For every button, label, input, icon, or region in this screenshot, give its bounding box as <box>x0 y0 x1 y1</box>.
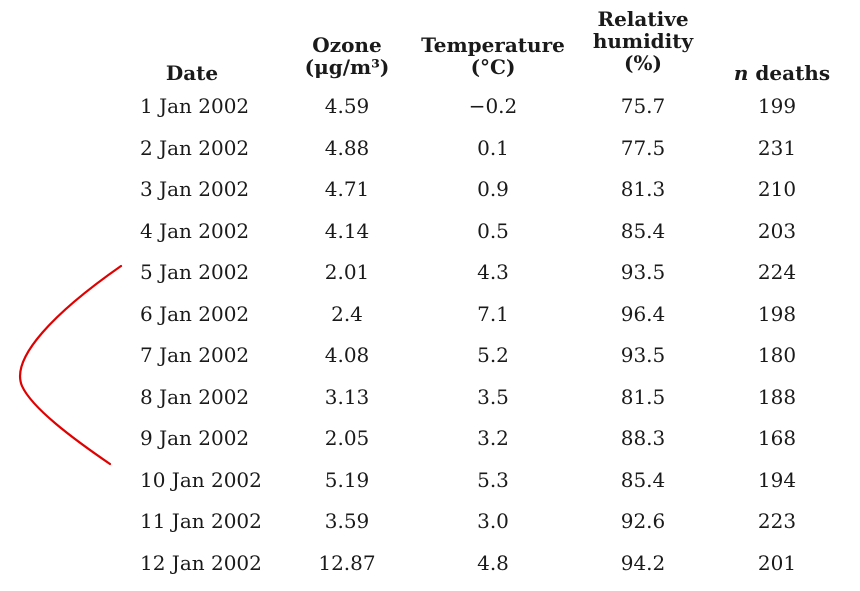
cell-deaths: 224 <box>757 260 797 284</box>
cell-temperature: 0.5 <box>477 218 509 243</box>
cell-deaths: 210 <box>757 177 797 201</box>
cell-deaths: 168 <box>757 426 797 450</box>
header-deaths-line: n deaths <box>722 62 842 84</box>
header-temperature-line: Temperature <box>421 33 565 57</box>
cell-ozone: 3.59 <box>324 509 370 533</box>
table-row: 5 Jan 2002 2.01 4.3 93.5 224 <box>122 252 842 292</box>
header-humidity-line-2: humidity <box>592 29 694 53</box>
cell-date: 7 Jan 2002 <box>140 343 250 367</box>
cell-deaths: 198 <box>757 301 797 326</box>
header-ozone-unit: (μg/m³) <box>304 55 390 79</box>
cell-date: 3 Jan 2002 <box>140 177 250 201</box>
cell-date: 11 Jan 2002 <box>140 509 262 533</box>
cell-ozone: 12.87 <box>318 550 376 575</box>
cell-temperature: 5.3 <box>477 467 509 492</box>
table-row: 7 Jan 2002 4.08 5.2 93.5 180 <box>122 335 842 375</box>
table-row: 4 Jan 2002 4.14 0.5 85.4 203 <box>122 211 842 251</box>
cell-date: 9 Jan 2002 <box>140 426 250 450</box>
cell-date: 10 Jan 2002 <box>140 467 262 492</box>
header-ozone: Ozone (μg/m³) <box>292 34 402 78</box>
header-humidity-line-1: Relative <box>597 7 689 31</box>
cell-humidity: 85.4 <box>620 218 666 243</box>
cell-ozone: 4.14 <box>324 218 370 243</box>
cell-ozone: 4.08 <box>324 343 370 367</box>
header-deaths-n: n <box>733 61 749 85</box>
header-ozone-line: Ozone <box>312 33 382 57</box>
cell-deaths: 194 <box>757 467 797 492</box>
cell-deaths: 180 <box>757 343 797 367</box>
cell-deaths: 201 <box>757 550 797 575</box>
cell-humidity: 92.6 <box>620 509 666 533</box>
cell-humidity: 94.2 <box>620 550 666 575</box>
cell-date: 1 Jan 2002 <box>140 94 250 118</box>
cell-humidity: 88.3 <box>620 426 666 450</box>
table-row: 11 Jan 2002 3.59 3.0 92.6 223 <box>122 501 842 541</box>
cell-ozone: 4.59 <box>324 94 370 118</box>
header-date: Date <box>142 62 242 84</box>
cell-deaths: 203 <box>757 218 797 243</box>
cell-ozone: 5.19 <box>324 467 370 492</box>
table-row: 6 Jan 2002 2.4 7.1 96.4 198 <box>122 294 842 334</box>
cell-date: 5 Jan 2002 <box>140 260 250 284</box>
cell-temperature: 4.8 <box>477 550 509 575</box>
cell-ozone: 4.71 <box>324 177 370 201</box>
cell-temperature: 7.1 <box>477 301 509 326</box>
header-humidity-unit: (%) <box>624 51 662 75</box>
cell-humidity: 75.7 <box>620 94 666 118</box>
cell-temperature: 4.3 <box>477 260 509 284</box>
cell-deaths: 223 <box>757 509 797 533</box>
cell-date: 4 Jan 2002 <box>140 218 250 243</box>
table-row: 10 Jan 2002 5.19 5.3 85.4 194 <box>122 460 842 500</box>
cell-ozone: 2.4 <box>331 301 363 326</box>
cell-deaths: 199 <box>757 94 797 118</box>
cell-ozone: 3.13 <box>324 384 370 409</box>
cell-humidity: 81.5 <box>620 384 666 409</box>
cell-temperature: 3.0 <box>477 509 509 533</box>
table-row: 12 Jan 2002 12.87 4.8 94.2 201 <box>122 543 842 583</box>
header-humidity: Relative humidity (%) <box>578 8 708 74</box>
cell-date: 12 Jan 2002 <box>140 550 262 575</box>
cell-date: 8 Jan 2002 <box>140 384 250 409</box>
header-temperature: Temperature (°C) <box>408 34 578 78</box>
table-row: 1 Jan 2002 4.59 −0.2 75.7 199 <box>122 86 842 126</box>
cell-temperature: 3.5 <box>477 384 509 409</box>
cell-date: 2 Jan 2002 <box>140 135 250 160</box>
cell-ozone: 2.01 <box>324 260 370 284</box>
cell-humidity: 93.5 <box>620 343 666 367</box>
header-date-line: Date <box>165 61 219 85</box>
cell-humidity: 81.3 <box>620 177 666 201</box>
cell-humidity: 77.5 <box>620 135 666 160</box>
cell-temperature: 3.2 <box>477 426 509 450</box>
cell-temperature: −0.2 <box>468 94 518 118</box>
bracket-curve <box>19 264 123 466</box>
header-temperature-unit: (°C) <box>470 55 516 79</box>
cell-temperature: 0.9 <box>477 177 509 201</box>
cell-humidity: 93.5 <box>620 260 666 284</box>
table-row: 3 Jan 2002 4.71 0.9 81.3 210 <box>122 169 842 209</box>
cell-ozone: 2.05 <box>324 426 370 450</box>
header-deaths-label: deaths <box>748 61 831 85</box>
cell-humidity: 96.4 <box>620 301 666 326</box>
table-row: 9 Jan 2002 2.05 3.2 88.3 168 <box>122 418 842 458</box>
table-row: 2 Jan 2002 4.88 0.1 77.5 231 <box>122 128 842 168</box>
header-deaths: n deaths <box>722 62 842 84</box>
cell-temperature: 5.2 <box>477 343 509 367</box>
cell-humidity: 85.4 <box>620 467 666 492</box>
cell-temperature: 0.1 <box>477 135 509 160</box>
cell-ozone: 4.88 <box>324 135 370 160</box>
table-row: 8 Jan 2002 3.13 3.5 81.5 188 <box>122 377 842 417</box>
cell-deaths: 231 <box>757 135 797 160</box>
cell-date: 6 Jan 2002 <box>140 301 250 326</box>
cell-deaths: 188 <box>757 384 797 409</box>
